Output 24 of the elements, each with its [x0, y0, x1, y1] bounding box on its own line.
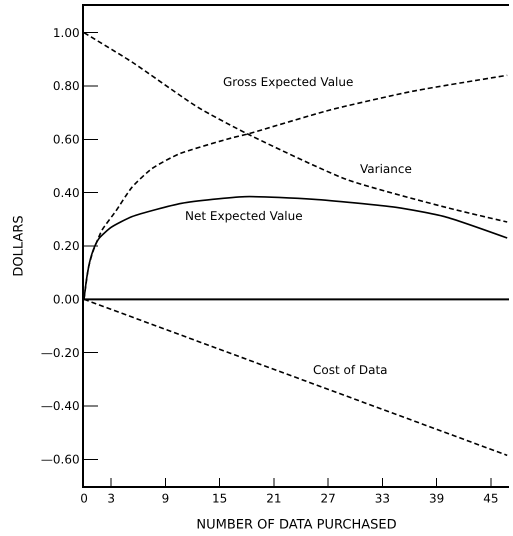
x-tick-label: 21	[266, 491, 282, 506]
y-tick-label: 0.20	[52, 239, 80, 254]
series-label: Net Expected Value	[185, 209, 303, 223]
y-tick-label: —0.40	[40, 399, 80, 414]
y-tick-label: 0.60	[52, 132, 80, 147]
y-tick-label: 1.00	[52, 26, 80, 40]
y-axis-title: DOLLARS	[11, 215, 26, 277]
y-tick-label: —0.60	[40, 452, 80, 467]
x-tick-label: 33	[374, 491, 390, 506]
x-axis-title: NUMBER OF DATA PURCHASED	[196, 518, 397, 532]
y-tick-label: 0.40	[52, 186, 80, 200]
series-label: Cost of Data	[313, 363, 388, 377]
x-tick-label: 45	[483, 491, 499, 506]
x-tick-label: 0	[80, 491, 88, 506]
series-label: Gross Expected Value	[223, 75, 354, 89]
series-label: Variance	[360, 162, 412, 176]
x-tick-label: 3	[107, 491, 115, 506]
x-tick-label: 9	[162, 491, 170, 506]
x-tick-label: 15	[212, 491, 228, 506]
x-tick-label: 39	[429, 491, 444, 506]
y-tick-label: 0.00	[52, 292, 80, 307]
y-tick-label: 0.80	[52, 79, 80, 94]
y-tick-label: —0.20	[40, 346, 80, 360]
x-tick-label: 27	[320, 491, 336, 506]
